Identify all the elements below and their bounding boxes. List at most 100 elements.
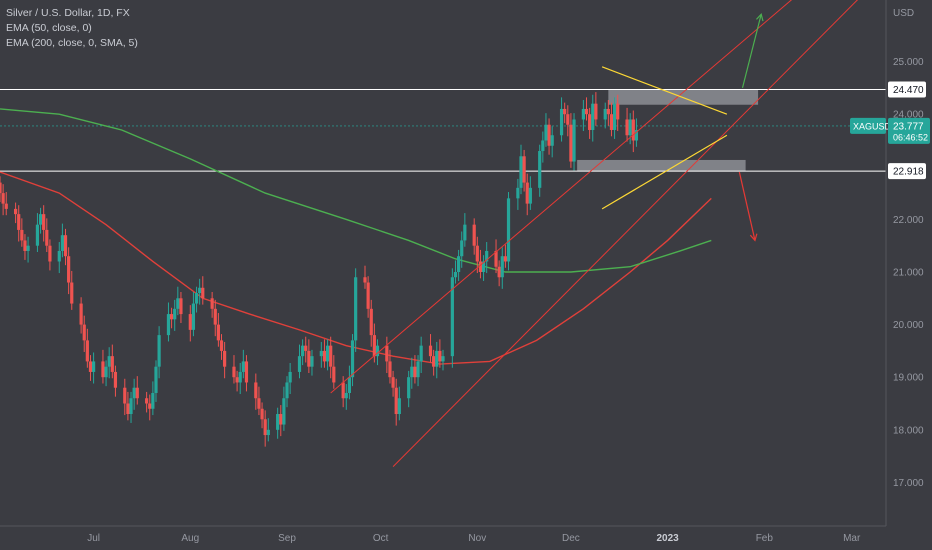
candle-body [241,361,245,372]
candle-body [528,187,532,204]
candle-body [213,308,217,325]
candle-body [79,303,83,325]
candle-body [210,298,214,309]
candle-body [541,140,545,152]
candle-body [441,356,445,362]
candle-body [13,208,18,215]
candle-body [194,293,199,304]
candle-body [581,108,585,120]
candle-body [35,224,40,246]
candle-body [416,361,420,378]
current-price-label: 23.777 [893,121,924,132]
candle-body [631,119,635,141]
bar-countdown-label: 06:46:52 [893,132,928,142]
candle-body [566,114,570,125]
candle-body [285,382,289,399]
candle-body [344,392,348,399]
candle-body [60,235,64,251]
candle-body [297,356,302,372]
candle-body [584,108,589,115]
price-tick-label: 25.000 [893,57,924,68]
candle-body [157,335,161,367]
candle-body [500,256,504,278]
candle-body [276,414,280,430]
candle-body [26,245,30,251]
price-tick-label: 17.000 [893,478,924,489]
candle-body [101,361,105,378]
time-tick-label: Jul [87,533,100,544]
chart-legend: Silver / U.S. Dollar, 1D, FX EMA (50, cl… [6,6,138,51]
candle-body [148,403,152,409]
candle-body [497,266,501,278]
time-tick-label: Mar [843,533,861,544]
candle-body [169,314,174,320]
candle-body [559,108,564,136]
candle-body [129,398,133,415]
candle-body [588,114,592,130]
candle-body [594,103,598,120]
candle-body [410,366,414,378]
time-tick-label: Dec [562,533,580,544]
candle-body [634,129,639,141]
candle-body [238,371,242,383]
candle-body [191,303,196,330]
candle-body [478,261,483,272]
candle-body [438,350,442,362]
candle-body [341,382,345,399]
candle-body [603,108,607,120]
price-tick-label: 22.000 [893,215,924,226]
candle-body [460,240,464,257]
candle-body [48,245,52,262]
candle-body [135,387,139,399]
wedge-lower-line [601,134,728,210]
candle-body [525,182,529,204]
symbol-title[interactable]: Silver / U.S. Dollar, 1D, FX [6,7,130,19]
time-tick-label: Aug [181,533,199,544]
indicator-lines-layer [0,108,712,365]
candle-body [332,366,336,383]
candle-body [20,229,24,241]
candle-body [347,377,352,393]
ema200-line [0,108,712,273]
candle-body [506,198,511,262]
candle-body [0,182,2,194]
ema50-legend[interactable]: EMA (50, close, 0) [6,22,92,34]
candle-body [432,356,436,367]
candle-body [107,356,111,367]
channel-upper-line [330,0,793,394]
up-arrow-head [756,13,764,22]
ema200-legend[interactable]: EMA (200, close, 0, SMA, 5) [6,37,138,49]
price-axis-unit: USD [893,8,914,19]
drawings-layer [330,0,859,467]
candle-body [63,235,68,257]
candle-body [23,240,27,251]
candle-body [244,361,249,383]
candle-body [151,392,155,409]
candle-body [453,272,458,278]
candle-body [475,245,479,262]
candle-body [216,324,220,341]
level-price-tag [888,81,926,98]
candle-body [456,256,461,272]
candle-body [179,298,183,315]
wedge-upper-line [601,66,728,115]
candle-body [310,356,314,367]
candle-body [263,419,267,436]
down-arrow-shaft [738,171,756,241]
candle-body [110,356,114,372]
candle-body [516,187,520,199]
level-price-tag [888,163,926,180]
candle-body [145,398,149,404]
zones-layer [577,89,759,172]
candle-body [307,350,311,367]
candle-body [354,277,358,341]
candle-body [350,340,355,378]
candle-body [132,387,136,399]
candle-body [372,335,376,357]
candle-body [472,224,476,246]
time-tick-label: Sep [278,533,296,544]
candle-body [38,214,43,225]
down-arrow-head [749,233,758,242]
candle-body [232,366,236,378]
